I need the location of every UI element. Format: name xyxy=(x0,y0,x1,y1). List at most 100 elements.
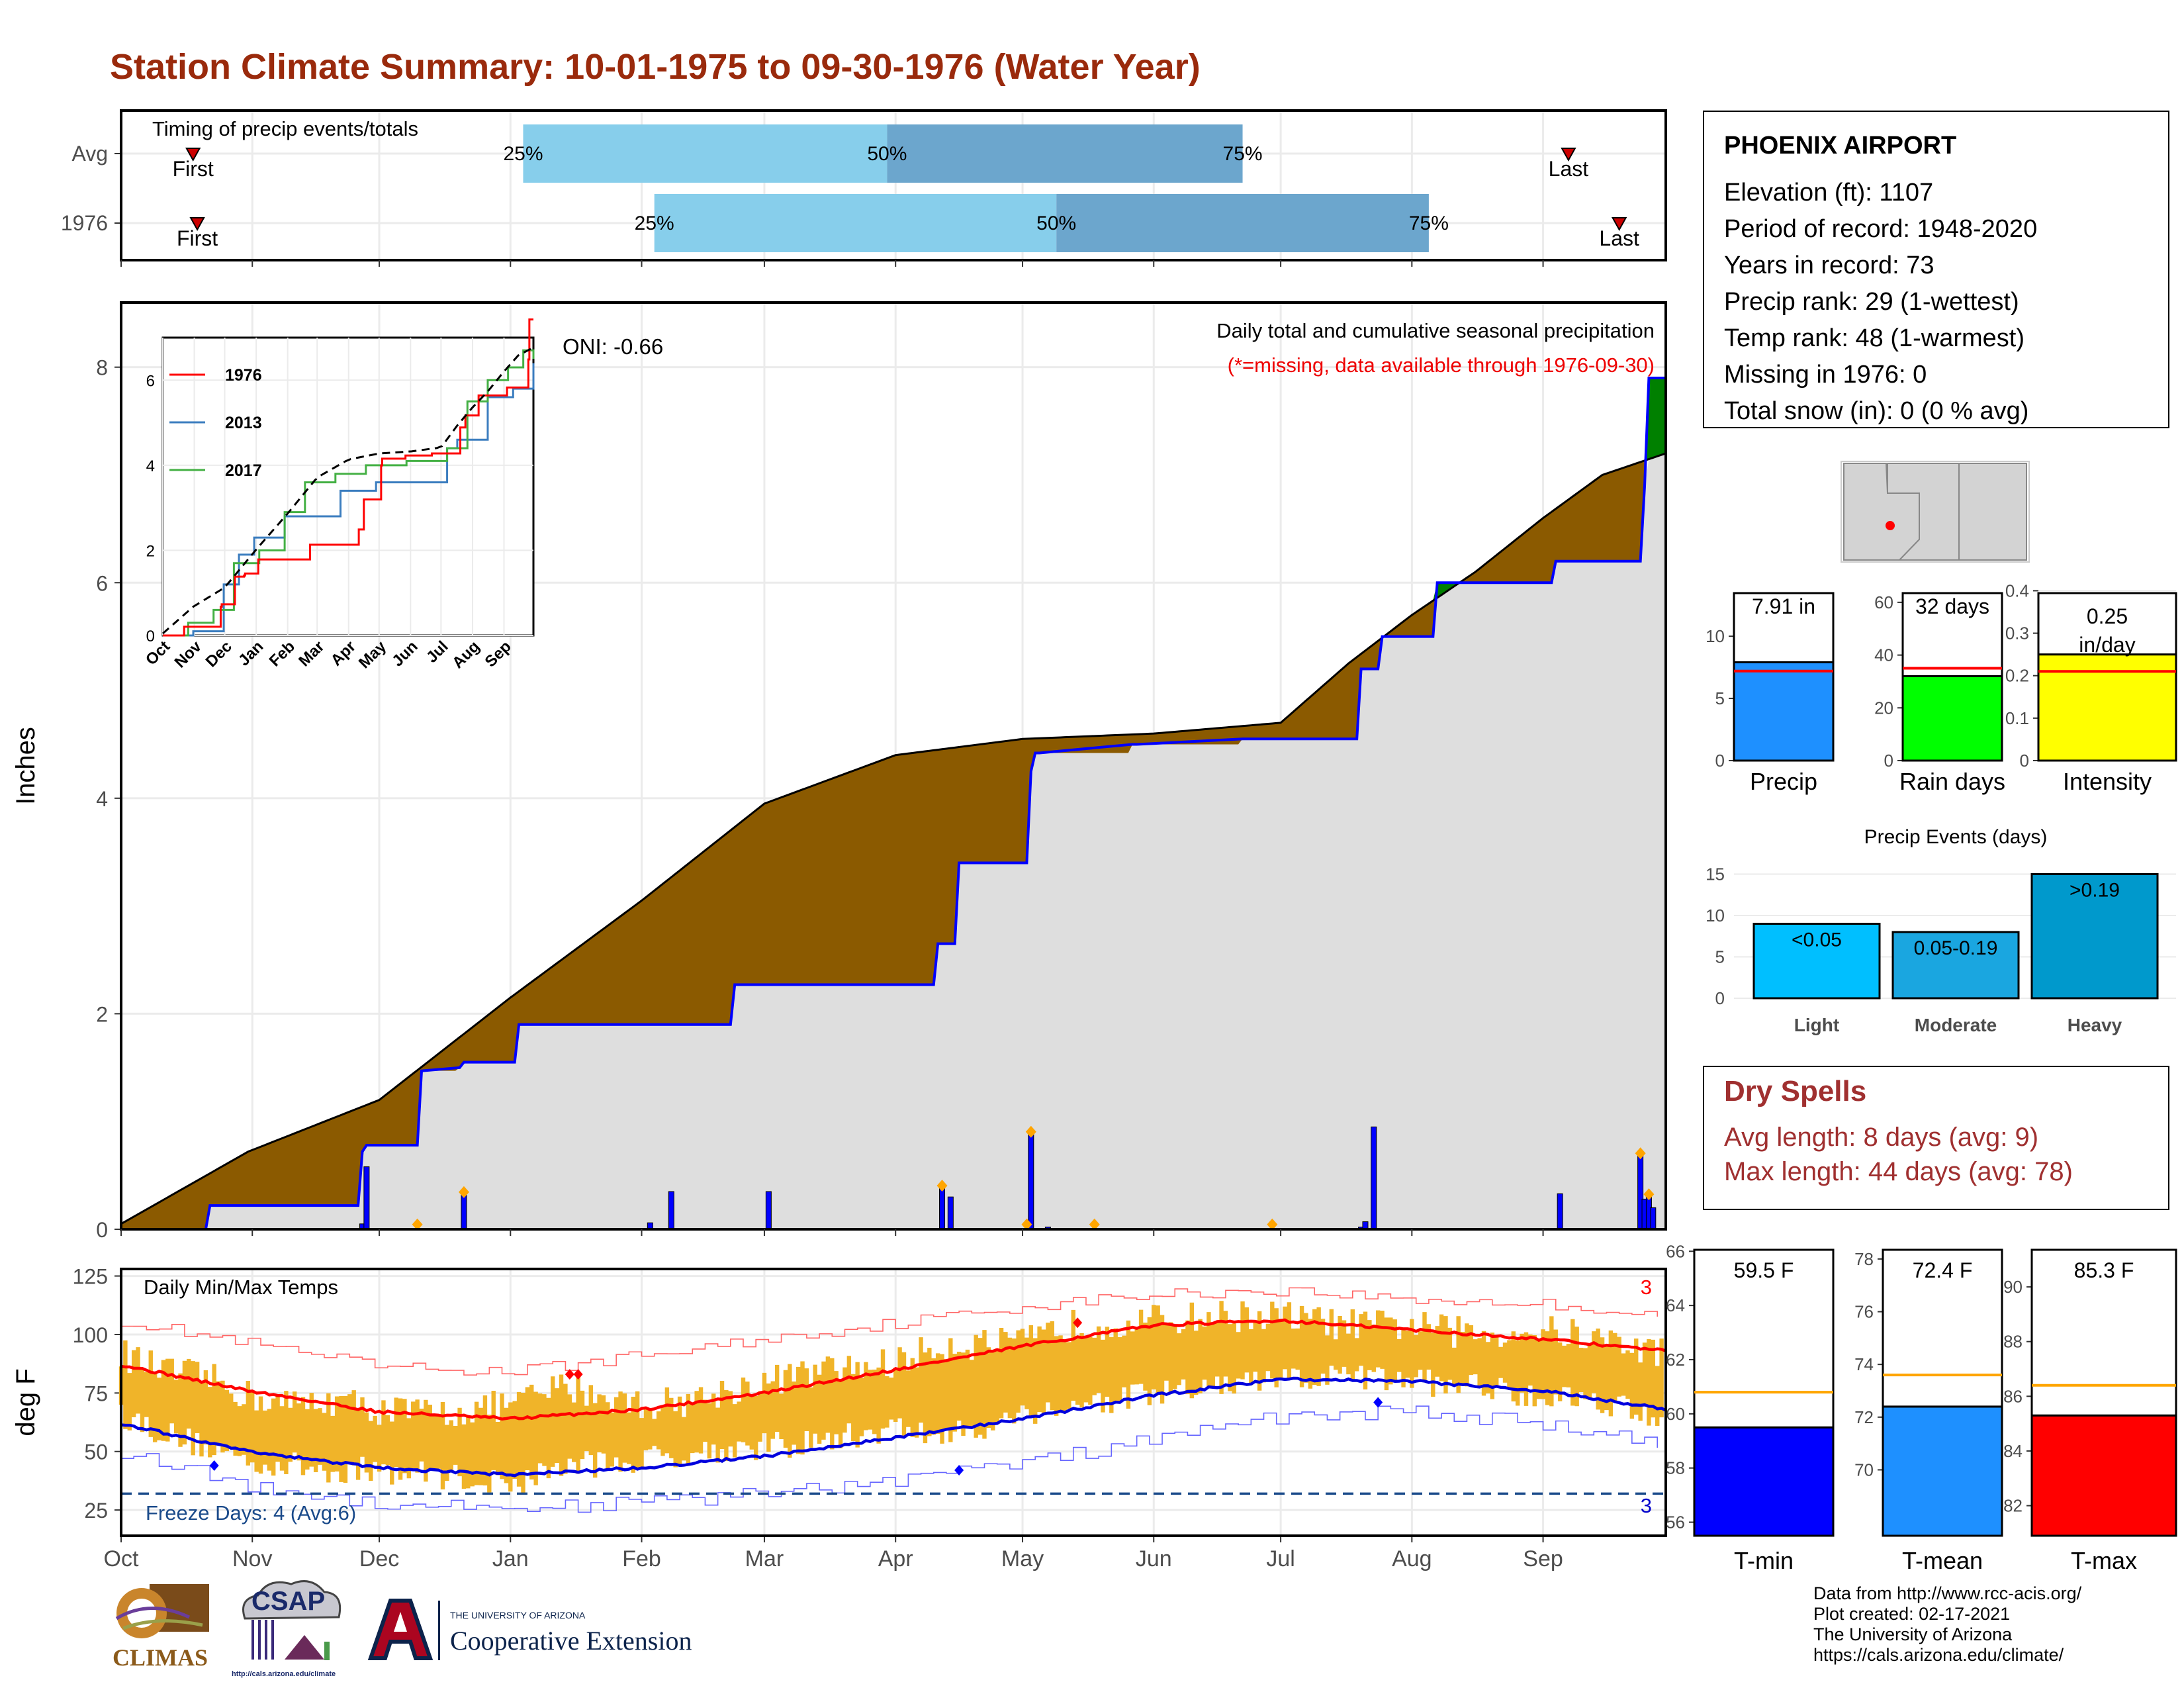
y-axis-label: Inches xyxy=(11,727,40,805)
month-label: Jul xyxy=(1266,1546,1295,1571)
totals-value-bar xyxy=(1733,661,1835,762)
events-category-label: Moderate xyxy=(1915,1015,1997,1035)
temp-y-axis-label: deg F xyxy=(11,1368,40,1436)
month-label: Sep xyxy=(1523,1546,1563,1571)
inset-avg-line xyxy=(162,346,534,635)
timing-frame xyxy=(120,109,1667,261)
temp-totals-y-tick-label: 78 xyxy=(1854,1249,1874,1269)
daily-temps-panel: 25 50 75 100 125 Oct Nov Dec Jan Feb Mar Apr May Jun J… xyxy=(11,1265,1667,1571)
dry-spells-max-length: Max length: 44 days (avg: 78) xyxy=(1724,1157,2073,1186)
totals-y-tick-label: 0.1 xyxy=(2005,708,2029,728)
cumulative-precip-panel: 0 2 4 6 8 Daily total and cumulative seasonal… xyxy=(11,301,1667,1242)
temp-y-tick-label: 100 xyxy=(73,1323,108,1347)
credit-line: https://cals.arizona.edu/climate/ xyxy=(1813,1645,2064,1665)
inset-y-tick-label: 2 xyxy=(146,542,155,560)
map-state-newmexico xyxy=(1958,463,2027,561)
totals-value-label: in/day xyxy=(2079,633,2135,657)
temp-totals-label-box xyxy=(1882,1248,2003,1408)
cum-base-area xyxy=(121,453,1666,1229)
record-marker xyxy=(1073,1317,1083,1329)
temp-totals-y-tick-label: 82 xyxy=(2003,1496,2023,1516)
last-event-label: Last xyxy=(1549,157,1589,181)
ua-logo: THE UNIVERSITY OF ARIZONA Cooperative Ex… xyxy=(357,1595,754,1668)
station-info-line: Period of record: 1948-2020 xyxy=(1724,215,2038,243)
precip-event-diamond xyxy=(1089,1218,1100,1231)
y-tick-label: 2 xyxy=(96,1002,108,1026)
first-event-marker xyxy=(189,217,205,232)
inset-legend-label: 1976 xyxy=(225,366,262,385)
temp-totals-y-tick-label: 60 xyxy=(1666,1404,1685,1424)
events-title: Precip Events (days) xyxy=(1864,826,2048,848)
precip-event-diamond xyxy=(1267,1218,1278,1231)
daily-precip-bar xyxy=(765,1191,772,1230)
daily-precip-bar xyxy=(461,1194,467,1230)
totals-y-tick-label: 0 xyxy=(1715,751,1725,771)
events-bar-label: >0.19 xyxy=(2070,880,2120,902)
temp-totals-y-tick-label: 66 xyxy=(1666,1241,1685,1261)
station-info-box: PHOENIX AIRPORT Elevation (ft): 1107 Per… xyxy=(1703,111,2169,428)
totals-value-label: 32 days xyxy=(1915,594,1989,618)
first-event-marker xyxy=(185,148,201,162)
daily-precip-bar xyxy=(363,1166,370,1230)
climas-logo-text: CLIMAS xyxy=(113,1644,208,1671)
timing-pct-label: 50% xyxy=(867,143,907,165)
totals-y-tick-label: 10 xyxy=(1706,626,1725,646)
ua-logo-small-text: THE UNIVERSITY OF ARIZONA xyxy=(450,1610,586,1620)
y-tick-label: 4 xyxy=(96,787,108,811)
inset-y-tick-label: 4 xyxy=(146,457,155,475)
record-marker xyxy=(573,1369,583,1380)
daily-precip-bar xyxy=(668,1191,674,1230)
temp-totals-y-tick-label: 90 xyxy=(2003,1277,2023,1297)
last-event-marker xyxy=(1611,217,1627,232)
cum-frame xyxy=(120,301,1667,1231)
totals-y-tick-label: 40 xyxy=(1874,645,1893,665)
record-min-line xyxy=(121,1405,1659,1513)
month-label: Jun xyxy=(1136,1546,1172,1571)
avg-min-line xyxy=(120,1376,1667,1477)
precip-event-diamond xyxy=(1635,1147,1646,1160)
temp-y-tick-label: 50 xyxy=(84,1440,108,1464)
precip-event-diamond xyxy=(1025,1125,1036,1138)
last-event-label: Last xyxy=(1599,226,1639,250)
daily-precip-bar xyxy=(1371,1126,1377,1230)
climas-logo: CLIMAS xyxy=(110,1579,216,1678)
freeze-days-label: Freeze Days: 4 (Avg:6) xyxy=(146,1501,356,1524)
temp-totals-y-tick-label: 74 xyxy=(1854,1354,1874,1374)
y-tick-label: 8 xyxy=(96,356,108,380)
daily-precip-bar xyxy=(939,1188,946,1230)
oni-label: ONI: -0.66 xyxy=(563,334,663,359)
temp-totals-panels: 56 58 60 62 64 66 59.5 F T-min 70 72 74 76 78 72.4 F T… xyxy=(1666,1241,2177,1574)
totals-y-tick-label: 0 xyxy=(1884,751,1893,771)
inset-legend-label: 2013 xyxy=(225,414,262,432)
station-info-line: Temp rank: 48 (1-warmest) xyxy=(1724,324,2025,352)
temp-totals-y-tick-label: 58 xyxy=(1666,1458,1685,1478)
record-high-count: 3 xyxy=(1641,1276,1652,1299)
temp-totals-value-bar xyxy=(2030,1414,2177,1537)
daily-precip-bar xyxy=(1650,1207,1657,1230)
events-y-tick-label: 10 xyxy=(1706,906,1725,925)
events-y-tick-label: 5 xyxy=(1715,947,1725,967)
credit-line: Plot created: 02-17-2021 xyxy=(1813,1604,2011,1624)
station-info-line: Precip rank: 29 (1-wettest) xyxy=(1724,288,2019,316)
temp-y-tick-label: 25 xyxy=(84,1499,108,1523)
totals-label-box xyxy=(1901,592,2003,677)
timing-bar-50-75 xyxy=(887,124,1243,183)
temp-totals-value-label: 72.4 F xyxy=(1913,1258,1973,1282)
temp-totals-y-tick-label: 86 xyxy=(2003,1386,2023,1406)
month-label: Apr xyxy=(878,1546,913,1571)
csap-logo-text: CSAP xyxy=(251,1587,326,1616)
precip-event-diamond xyxy=(936,1180,948,1192)
totals-value-label: 7.91 in xyxy=(1752,594,1815,618)
timing-title: Timing of precip events/totals xyxy=(152,117,418,140)
credits: Data from http://www.rcc-acis.org/ Plot … xyxy=(1813,1583,2081,1665)
record-max-line xyxy=(121,1287,1659,1376)
record-marker xyxy=(565,1369,574,1380)
csap-logo: CSAP http://cals.arizona.edu/climate xyxy=(232,1572,347,1681)
month-label: Oct xyxy=(104,1546,139,1571)
month-label: May xyxy=(1001,1546,1044,1571)
station-location-marker xyxy=(1886,521,1895,530)
record-low-count: 3 xyxy=(1641,1494,1652,1517)
timing-row-label: 1976 xyxy=(61,211,108,235)
totals-x-label: Intensity xyxy=(2063,768,2152,795)
